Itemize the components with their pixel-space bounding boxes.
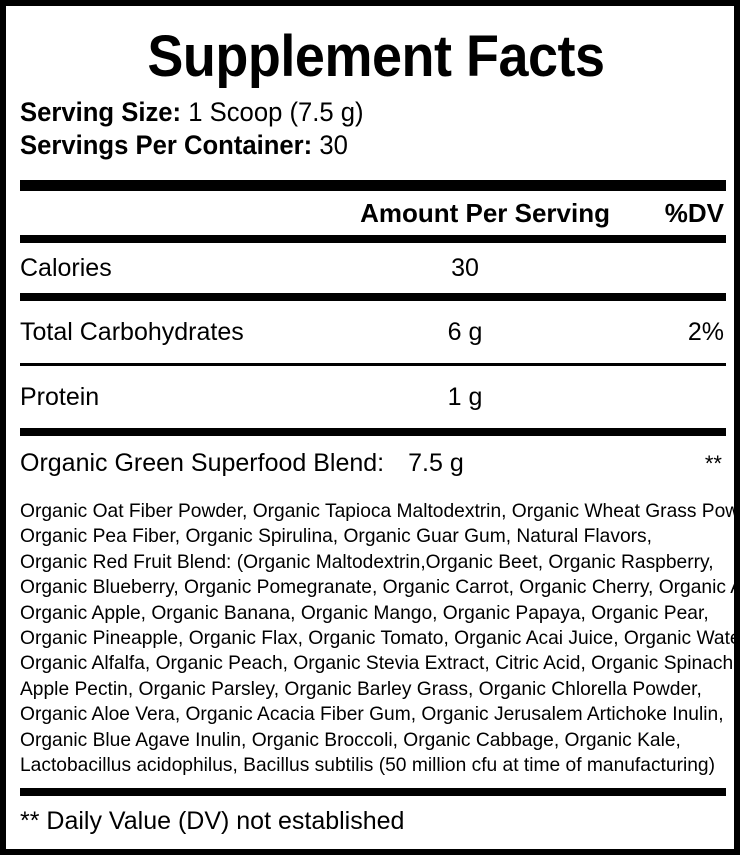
table-row: Total Carbohydrates 6 g 2% bbox=[20, 301, 726, 363]
daily-value-footnote: ** Daily Value (DV) not established bbox=[20, 807, 405, 836]
blend-dv-asterisks: ** bbox=[704, 451, 722, 476]
row-amount-calories: 30 bbox=[451, 254, 479, 282]
divider-top-thick bbox=[20, 180, 726, 191]
ingredient-line: Organic Pineapple, Organic Flax, Organic… bbox=[20, 627, 740, 650]
ingredient-line: Organic Aloe Vera, Organic Acacia Fiber … bbox=[20, 703, 724, 726]
divider-below-carbohydrates bbox=[20, 363, 726, 366]
header-percent-dv: %DV bbox=[664, 198, 724, 228]
blend-name: Organic Green Superfood Blend: bbox=[20, 449, 385, 477]
label-inner: Supplement Facts Serving Size: 1 Scoop (… bbox=[20, 12, 740, 836]
divider-above-footnote bbox=[20, 788, 726, 797]
row-name-calories: Calories bbox=[20, 254, 112, 282]
row-dv-total-carbohydrates: 2% bbox=[687, 318, 724, 346]
serving-size-value: 1 Scoop (7.5 g) bbox=[188, 97, 364, 127]
blend-row: Organic Green Superfood Blend: 7.5 g ** bbox=[20, 436, 726, 485]
servings-per-container-value: 30 bbox=[319, 130, 348, 160]
divider-below-calories bbox=[20, 293, 726, 301]
blend-amount: 7.5 g bbox=[408, 449, 464, 477]
ingredient-line: Organic Pea Fiber, Organic Spirulina, Or… bbox=[20, 525, 652, 548]
table-row: Protein 1 g bbox=[20, 366, 726, 428]
header-amount-per-serving: Amount Per Serving bbox=[360, 198, 610, 228]
table-row: Calories 30 bbox=[20, 243, 726, 293]
ingredient-line: Lactobacillus acidophilus, Bacillus subt… bbox=[20, 754, 716, 777]
ingredient-line: Organic Oat Fiber Powder, Organic Tapioc… bbox=[20, 500, 740, 522]
servings-per-container-line: Servings Per Container: 30 bbox=[20, 129, 696, 162]
ingredient-line: Organic Red Fruit Blend: (Organic Maltod… bbox=[20, 550, 714, 573]
row-amount-total-carbohydrates: 6 g bbox=[447, 318, 483, 346]
serving-size-label: Serving Size: bbox=[20, 97, 182, 127]
row-name-total-carbohydrates: Total Carbohydrates bbox=[20, 318, 244, 346]
serving-info: Serving Size: 1 Scoop (7.5 g) Servings P… bbox=[20, 96, 732, 162]
ingredient-line: Apple Pectin, Organic Parsley, Organic B… bbox=[20, 677, 702, 700]
serving-size-line: Serving Size: 1 Scoop (7.5 g) bbox=[20, 96, 696, 129]
page-title: Supplement Facts bbox=[147, 24, 605, 89]
ingredient-line: Organic Blueberry, Organic Pomegranate, … bbox=[20, 576, 740, 599]
ingredient-line: Organic Alfalfa, Organic Peach, Organic … bbox=[20, 652, 739, 675]
ingredient-line: Organic Apple, Organic Banana, Organic M… bbox=[20, 601, 709, 624]
servings-per-container-label: Servings Per Container: bbox=[20, 130, 313, 160]
ingredient-list: Organic Oat Fiber Powder, Organic Tapioc… bbox=[20, 499, 740, 778]
row-amount-protein: 1 g bbox=[447, 383, 483, 411]
table-header-row: Amount Per Serving %DV bbox=[20, 191, 726, 235]
row-name-protein: Protein bbox=[20, 383, 100, 411]
ingredient-line: Organic Blue Agave Inulin, Organic Brocc… bbox=[20, 728, 681, 751]
divider-below-header bbox=[20, 235, 726, 243]
divider-above-blend bbox=[20, 428, 726, 436]
